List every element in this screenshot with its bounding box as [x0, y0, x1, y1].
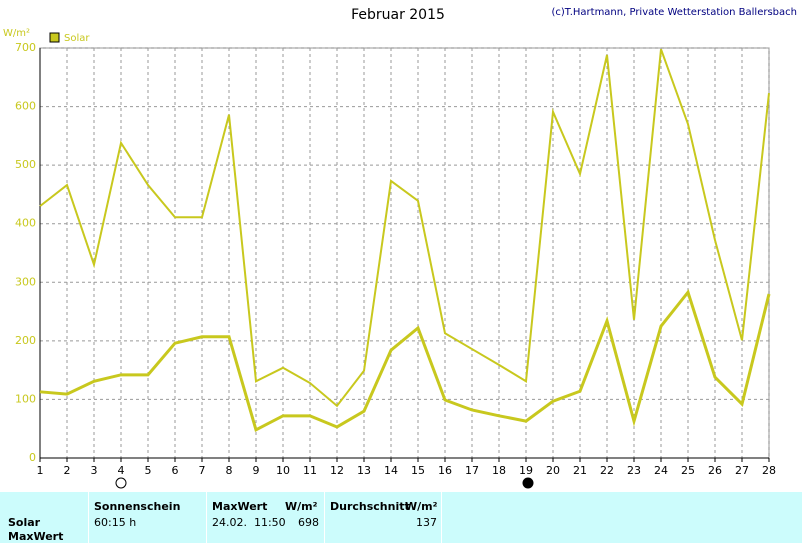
cell: 60:15 h [94, 516, 137, 529]
x-tick-label: 8 [226, 464, 233, 477]
plot-area [39, 47, 770, 459]
x-tick-label: 21 [573, 464, 587, 477]
chart: Februar 2015 (c)T.Hartmann, Private Wett… [3, 7, 797, 489]
cell: 137 [416, 516, 437, 529]
x-tick-label: 7 [199, 464, 206, 477]
column-divider [206, 492, 207, 543]
y-tick-label: 700 [15, 41, 36, 54]
y-tick-label: 300 [15, 275, 36, 288]
subtitle: (c)T.Hartmann, Private Wetterstation Bal… [551, 7, 797, 18]
x-tick-label: 9 [253, 464, 260, 477]
chart-title: Februar 2015 [351, 7, 445, 23]
header-cell: Sonnenschein [94, 500, 181, 513]
x-tick-label: 6 [172, 464, 179, 477]
y-tick-label: 400 [15, 217, 36, 230]
y-tick-label: 0 [29, 451, 36, 464]
full-moon-icon [115, 477, 127, 489]
column-divider [324, 492, 325, 543]
x-tick-label: 27 [735, 464, 749, 477]
x-tick-label: 12 [330, 464, 344, 477]
cell: 24.02. 11:50 [212, 516, 286, 529]
x-tick-label: 1 [37, 464, 44, 477]
x-tick-label: 5 [145, 464, 152, 477]
x-tick-label: 25 [681, 464, 695, 477]
y-tick-label: 100 [15, 392, 36, 405]
x-tick-label: 20 [546, 464, 560, 477]
y-tick-label: 600 [15, 100, 36, 113]
x-tick-label: 15 [411, 464, 425, 477]
x-tick-label: 2 [64, 464, 71, 477]
y-axis-label: W/m² [3, 28, 30, 39]
x-tick-label: 14 [384, 464, 398, 477]
legend-label: Solar [64, 33, 90, 44]
header-cell: MaxWert [212, 500, 268, 513]
new-moon-icon [522, 477, 534, 489]
header-cell: W/m² [285, 500, 318, 513]
x-tick-label: 10 [276, 464, 290, 477]
x-tick-label: 16 [438, 464, 452, 477]
row-label: Solar [8, 516, 41, 529]
x-tick-label: 17 [465, 464, 479, 477]
x-tick-label: 24 [654, 464, 668, 477]
cell: 698 [298, 516, 319, 529]
x-tick-label: 28 [762, 464, 776, 477]
y-tick-label: 200 [15, 334, 36, 347]
x-tick-label: 3 [91, 464, 98, 477]
legend-swatch [49, 32, 60, 43]
x-tick-label: 13 [357, 464, 371, 477]
summary-table: Sonnenschein MaxWert W/m² Durchschnitt W… [0, 492, 802, 543]
column-divider [441, 492, 442, 543]
x-tick-label: 19 [519, 464, 533, 477]
x-tick-label: 26 [708, 464, 722, 477]
header-cell: Durchschnitt [330, 500, 410, 513]
x-tick-label: 4 [118, 464, 125, 477]
x-tick-label: 23 [627, 464, 641, 477]
row-label: MaxWert [8, 530, 64, 543]
x-tick-label: 18 [492, 464, 506, 477]
x-tick-label: 22 [600, 464, 614, 477]
column-divider [88, 492, 89, 543]
x-tick-label: 11 [303, 464, 317, 477]
series-line [39, 289, 771, 433]
header-cell: W/m² [405, 500, 438, 513]
series-line [39, 48, 770, 408]
y-tick-label: 500 [15, 158, 36, 171]
